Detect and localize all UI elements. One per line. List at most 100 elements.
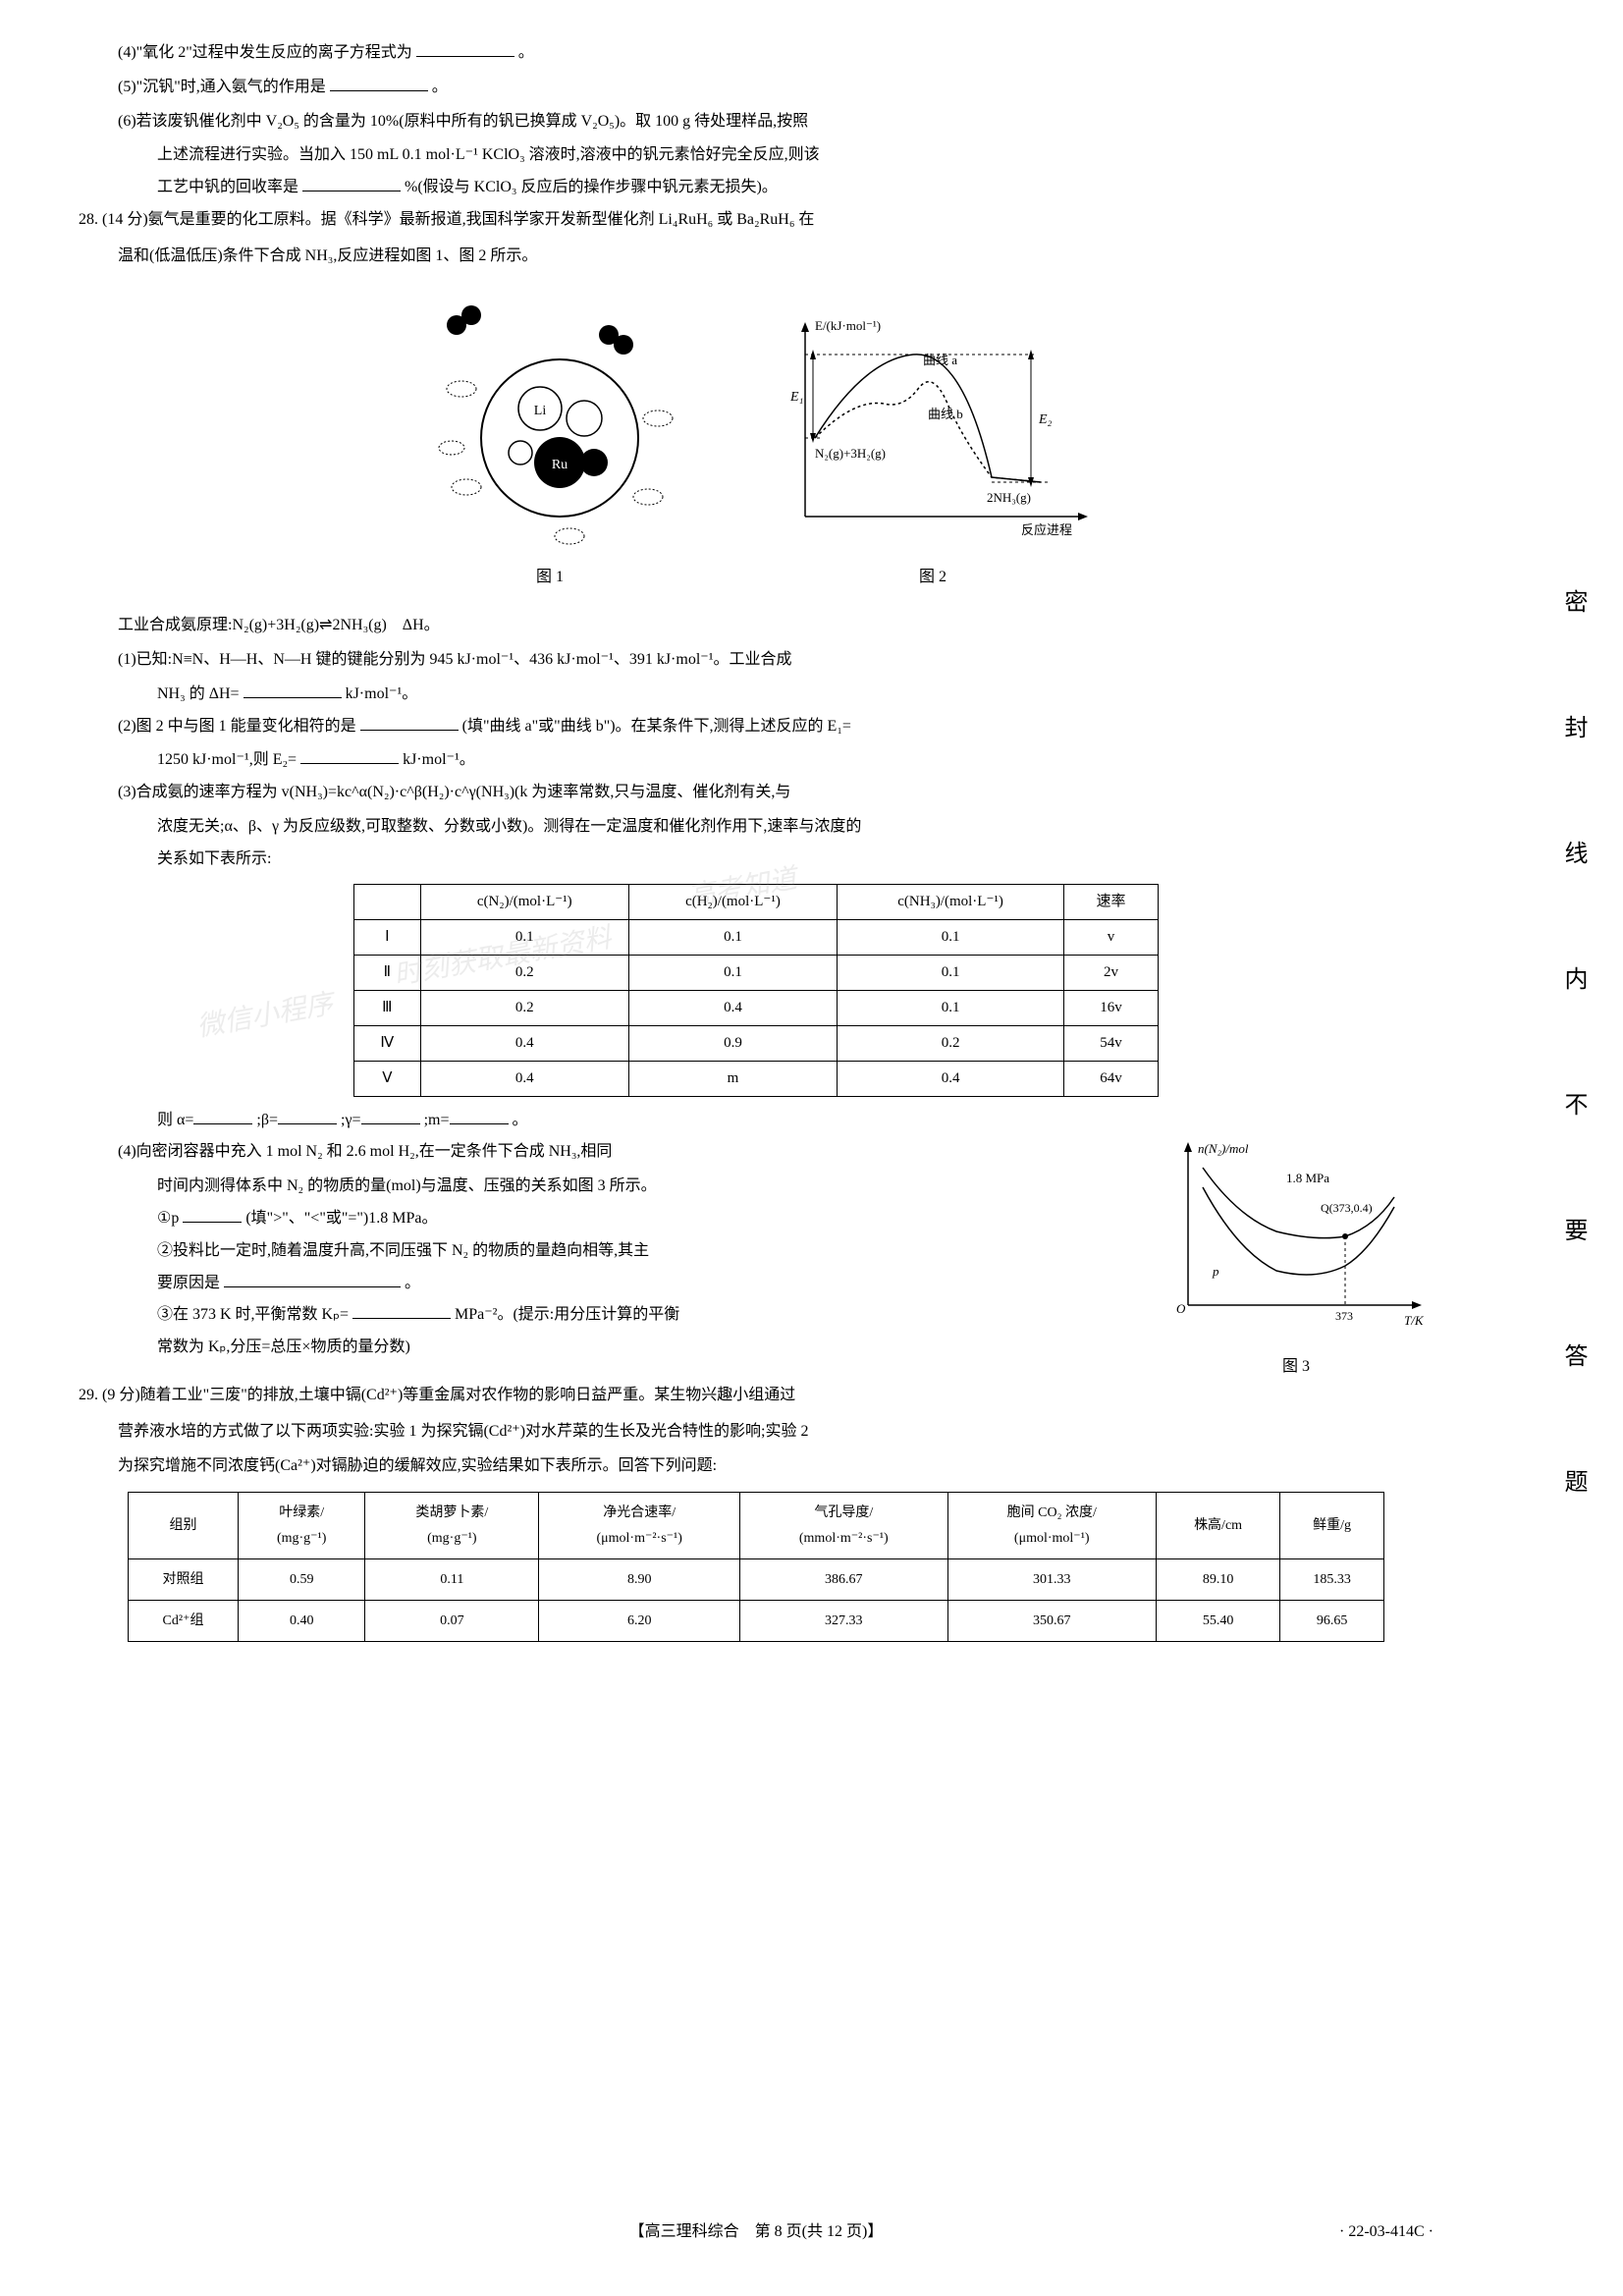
line: ③在 373 K 时,平衡常数 Kₚ= MPa⁻²。(提示:用分压计算的平衡 (79, 1301, 1139, 1330)
text: 1250 kJ·mol⁻¹,则 E₂= (157, 751, 297, 768)
q27-sub5-text: (5)"沉钒"时,通入氨气的作用是 (118, 79, 326, 95)
text: 。 (513, 1112, 528, 1128)
blank (330, 74, 428, 91)
q28-principle: 工业合成氨原理:N₂(g)+3H₂(g)⇌2NH₃(g) ΔH。 (79, 612, 1434, 640)
th: c(H₂)/(mol·L⁻¹) (628, 884, 837, 919)
text: kJ·mol⁻¹。 (403, 751, 475, 768)
blank (300, 746, 399, 764)
table-header-row: c(N₂)/(mol·L⁻¹) c(H₂)/(mol·L⁻¹) c(NH₃)/(… (354, 884, 1159, 919)
table-row: Ⅴ0.4m0.464v (354, 1061, 1159, 1096)
text: ;β= (256, 1112, 278, 1128)
th: c(N₂)/(mol·L⁻¹) (420, 884, 628, 919)
line: ②投料比一定时,随着温度升高,不同压强下 N₂ 的物质的量趋向相等,其主 (79, 1237, 1139, 1266)
blank (224, 1270, 401, 1287)
th: 净光合速率/(μmol·m⁻²·s⁻¹) (539, 1493, 740, 1558)
fig1-caption: 图 1 (412, 564, 687, 592)
th: 叶绿素/(mg·g⁻¹) (239, 1493, 365, 1558)
q27-sub6-end: %(假设与 KClO₃ 反应后的操作步骤中钒元素无损失)。 (405, 179, 778, 195)
text: 。 (405, 1275, 420, 1291)
blank (360, 713, 459, 731)
svg-text:E/(kJ·mol⁻¹): E/(kJ·mol⁻¹) (815, 318, 881, 333)
line: 常数为 Kₚ,分压=总压×物质的量分数) (79, 1334, 1139, 1362)
line: ①p (填">"、"<"或"=")1.8 MPa。 (79, 1205, 1139, 1233)
figure2-block: E/(kJ·mol⁻¹) 曲线 a 曲线 b E₁ E₂ (766, 310, 1100, 593)
q29-line1: 29. (9 分)随着工业"三废"的排放,土壤中镉(Cd²⁺)等重金属对农作物的… (79, 1382, 1434, 1410)
q27-sub5-end: 。 (432, 79, 448, 95)
footer-code: · 22-03-414C · (1339, 2218, 1434, 2247)
th: 组别 (129, 1493, 239, 1558)
text: ;m= (424, 1112, 450, 1128)
q28-intro1: 28. (14 分)氨气是重要的化工原料。据《科学》最新报道,我国科学家开发新型… (79, 206, 1434, 235)
q27-sub4: (4)"氧化 2"过程中发生反应的离子方程式为 。 (79, 39, 1434, 68)
page-content: (4)"氧化 2"过程中发生反应的离子方程式为 。 (5)"沉钒"时,通入氨气的… (79, 39, 1434, 1642)
rate-table: c(N₂)/(mol·L⁻¹) c(H₂)/(mol·L⁻¹) c(NH₃)/(… (353, 884, 1159, 1097)
figure-row-1-2: Li Ru 图 1 (79, 291, 1434, 593)
q28-sub3-answer: 则 α= ;β= ;γ= ;m= 。 (79, 1107, 1434, 1135)
svg-text:O: O (1176, 1301, 1186, 1316)
blank (183, 1205, 242, 1223)
table-header-row: 组别 叶绿素/(mg·g⁻¹) 类胡萝卜素/(mg·g⁻¹) 净光合速率/(μm… (129, 1493, 1384, 1558)
figure1-block: Li Ru 图 1 (412, 291, 687, 593)
blank (352, 1301, 451, 1319)
figure3-svg: n(N₂)/mol T/K O 1.8 MPa p Q(373,0.4) 373 (1159, 1138, 1434, 1335)
q28-sub1-line2: NH₃ 的 ΔH= kJ·mol⁻¹。 (79, 681, 1434, 709)
svg-text:曲线 a: 曲线 a (923, 353, 957, 367)
text: (2)图 2 中与图 1 能量变化相符的是 (118, 718, 356, 735)
blank (302, 174, 401, 191)
blank (243, 681, 342, 698)
footer-text: 【高三理科综合 第 8 页(共 12 页)】 (629, 2223, 884, 2240)
seal-line-text: 密 封 线 内 不 要 答 题 (1551, 589, 1594, 1532)
q27-sub6-text: 工艺中钒的回收率是 (157, 179, 298, 195)
th: 气孔导度/(mmol·m⁻²·s⁻¹) (740, 1493, 948, 1558)
table-row: 对照组 0.59 0.11 8.90 386.67 301.33 89.10 1… (129, 1558, 1384, 1600)
fig2-caption: 图 2 (766, 564, 1100, 592)
fig3-caption: 图 3 (1159, 1353, 1434, 1382)
text: 要原因是 (157, 1275, 220, 1291)
q27-sub6-line1: (6)若该废钒催化剂中 V₂O₅ 的含量为 10%(原料中所有的钒已换算成 V₂… (79, 108, 1434, 137)
th (354, 884, 421, 919)
svg-text:反应进程: 反应进程 (1021, 522, 1072, 537)
q29-line3: 为探究增施不同浓度钙(Ca²⁺)对镉胁迫的缓解效应,实验结果如下表所示。回答下列… (79, 1452, 1434, 1481)
q28-intro2: 温和(低温低压)条件下合成 NH₃,反应进程如图 1、图 2 所示。 (79, 243, 1434, 271)
th: 鲜重/g (1280, 1493, 1384, 1558)
svg-text:2NH₃(g): 2NH₃(g) (987, 490, 1031, 505)
q28-sub3-line3: 关系如下表所示: (79, 846, 1434, 874)
text: ③在 373 K 时,平衡常数 Kₚ= (157, 1306, 349, 1323)
q28-sub1-line1: (1)已知:N≡N、H—H、N—H 键的键能分别为 945 kJ·mol⁻¹、4… (79, 646, 1434, 675)
watermark: 微信小程序 (193, 980, 338, 1053)
text: ①p (157, 1210, 179, 1227)
q29-line2: 营养液水培的方式做了以下两项实验:实验 1 为探究镉(Cd²⁺)对水芹菜的生长及… (79, 1418, 1434, 1447)
line: (4)向密闭容器中充入 1 mol N₂ 和 2.6 mol H₂,在一定条件下… (79, 1138, 1139, 1167)
q27-sub4-text: (4)"氧化 2"过程中发生反应的离子方程式为 (118, 44, 412, 61)
q28-sub3-line1: (3)合成氨的速率方程为 v(NH₃)=kc^α(N₂)·c^β(H₂)·c^γ… (79, 779, 1434, 807)
svg-text:n(N₂)/mol: n(N₂)/mol (1198, 1141, 1249, 1156)
svg-text:Q(373,0.4): Q(373,0.4) (1321, 1201, 1373, 1215)
q27-sub4-end: 。 (518, 44, 534, 61)
q28-sub3-line2: 浓度无关;α、β、γ 为反应级数,可取整数、分数或小数)。测得在一定温度和催化剂… (79, 813, 1434, 842)
q28-sub2-line1: (2)图 2 中与图 1 能量变化相符的是 (填"曲线 a"或"曲线 b")。在… (79, 713, 1434, 741)
q28-sub4-container: (4)向密闭容器中充入 1 mol N₂ 和 2.6 mol H₂,在一定条件下… (79, 1138, 1434, 1382)
svg-text:曲线 b: 曲线 b (928, 407, 963, 421)
svg-text:Ru: Ru (552, 458, 568, 472)
table-row: Ⅲ0.20.40.116v (354, 990, 1159, 1025)
table-row: Ⅰ0.10.10.1v (354, 919, 1159, 955)
text: 则 α= (157, 1112, 193, 1128)
q27-sub6-line3: 工艺中钒的回收率是 %(假设与 KClO₃ 反应后的操作步骤中钒元素无损失)。 (79, 174, 1434, 202)
q27-sub5: (5)"沉钒"时,通入氨气的作用是 。 (79, 74, 1434, 102)
svg-text:Li: Li (534, 404, 547, 418)
text: kJ·mol⁻¹。 (346, 685, 418, 702)
blank (450, 1107, 509, 1124)
text: MPa⁻²。(提示:用分压计算的平衡 (455, 1306, 679, 1323)
th: 株高/cm (1156, 1493, 1279, 1558)
text: NH₃ 的 ΔH= (157, 685, 240, 702)
table-row: Ⅳ0.40.90.254v (354, 1025, 1159, 1061)
figure3-block: n(N₂)/mol T/K O 1.8 MPa p Q(373,0.4) 373… (1159, 1138, 1434, 1382)
text: (填"曲线 a"或"曲线 b")。在某条件下,测得上述反应的 E₁= (462, 718, 851, 735)
svg-text:p: p (1212, 1264, 1219, 1279)
svg-text:N₂(g)+3H₂(g): N₂(g)+3H₂(g) (815, 446, 886, 461)
th: c(NH₃)/(mol·L⁻¹) (838, 884, 1064, 919)
table-row: Cd²⁺组 0.40 0.07 6.20 327.33 350.67 55.40… (129, 1600, 1384, 1641)
svg-text:E₁: E₁ (789, 390, 803, 405)
page-footer: 【高三理科综合 第 8 页(共 12 页)】 · 22-03-414C · (79, 2218, 1434, 2247)
th: 类胡萝卜素/(mg·g⁻¹) (365, 1493, 539, 1558)
